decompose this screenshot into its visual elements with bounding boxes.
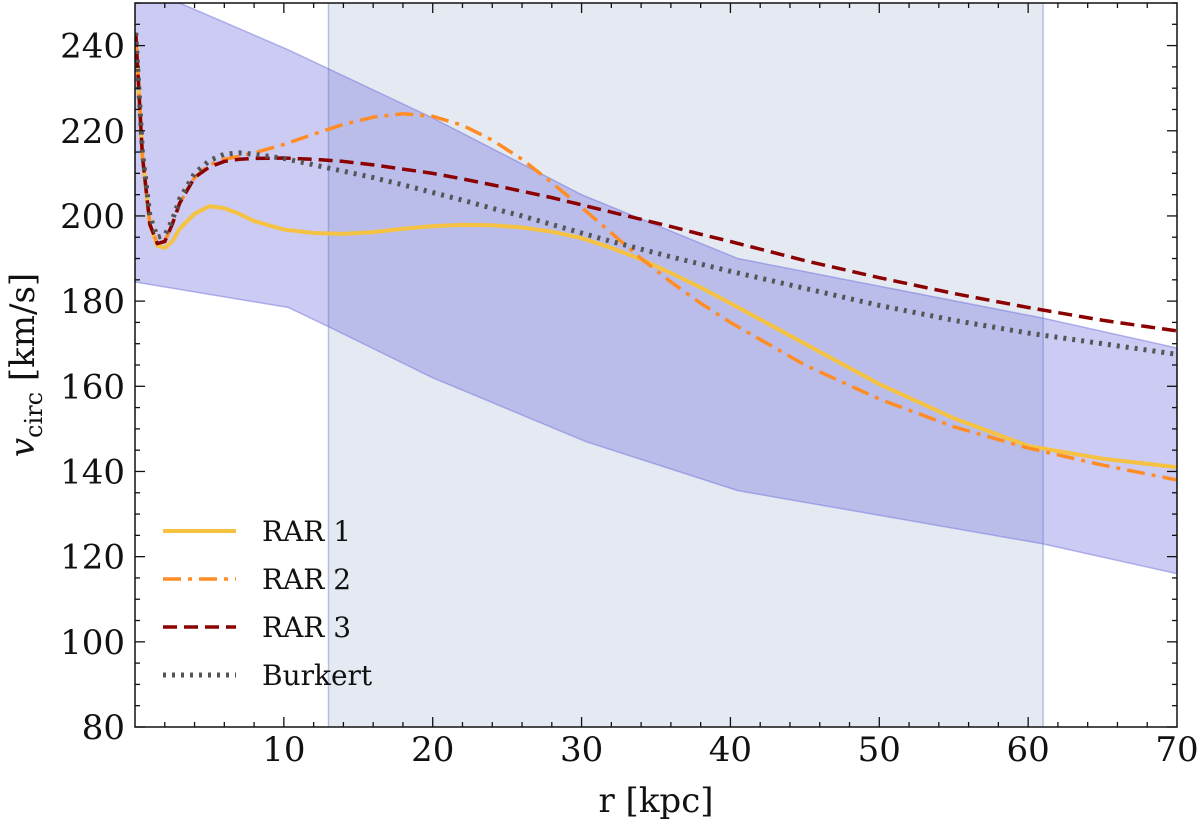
y-tick-label: 120 [60, 538, 125, 578]
y-axis-label-unit: [km/s] [3, 273, 43, 392]
y-tick-label: 160 [60, 367, 125, 407]
legend: RAR 1 RAR 2 RAR 3 Burkert [163, 515, 373, 692]
y-axis-label: vcirc [km/s] [3, 273, 48, 457]
legend-label-burkert: Burkert [262, 659, 373, 692]
legend-label-rar-2: RAR 2 [262, 563, 351, 596]
x-tick-label: 50 [858, 730, 901, 770]
y-tick-label: 240 [60, 27, 125, 67]
uncertainty-band [135, 3, 1177, 575]
series-line-rar-1 [135, 32, 1177, 470]
x-tick-label: 10 [262, 730, 305, 770]
y-tick-label: 200 [60, 197, 125, 237]
x-tick-label: 60 [1007, 730, 1050, 770]
x-tick-label: 20 [411, 730, 454, 770]
legend-label-rar-3: RAR 3 [262, 611, 351, 644]
x-tick-label: 30 [560, 730, 603, 770]
shaded-region [328, 3, 1044, 727]
x-tick-label: 40 [709, 730, 752, 770]
y-tick-label: 180 [60, 282, 125, 322]
series-line-burkert [135, 32, 1177, 357]
series-line-rar-2 [135, 32, 1177, 482]
y-tick-label: 220 [60, 112, 125, 152]
x-tick-label: 70 [1155, 730, 1198, 770]
y-tick-label: 80 [82, 708, 125, 748]
legend-label-rar-1: RAR 1 [262, 515, 351, 548]
y-tick-label: 140 [60, 452, 125, 492]
x-axis-label: r [kpc] [599, 781, 714, 821]
y-axis-label-sub: circ [20, 392, 48, 438]
y-axis-label-main: v [3, 438, 43, 457]
y-tick-label: 100 [60, 623, 125, 663]
